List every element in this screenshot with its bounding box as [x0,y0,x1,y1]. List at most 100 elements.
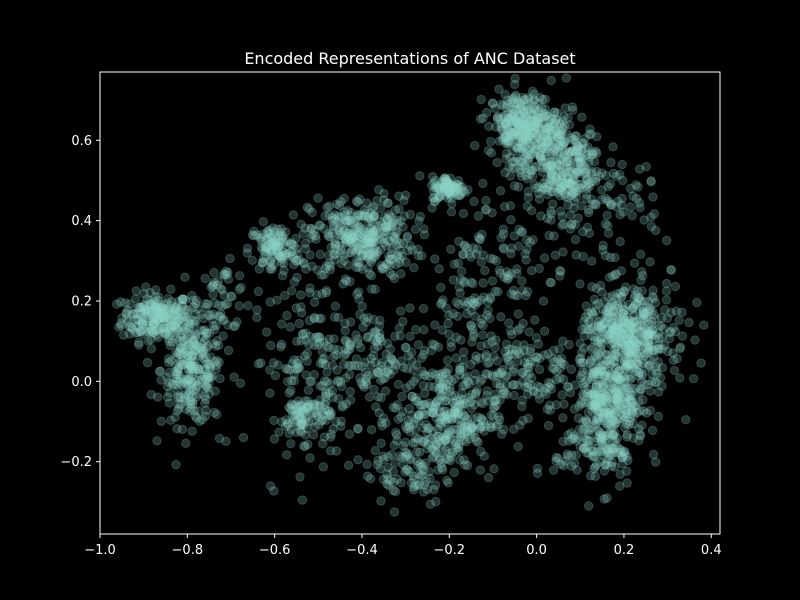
scatter-point [201,380,211,390]
scatter-point [382,259,392,269]
scatter-point [151,310,162,320]
scatter-point [364,269,375,279]
scatter-point [198,353,209,363]
scatter-point [438,411,449,421]
scatter-point [392,251,402,262]
scatter-point [314,412,324,422]
scatter-point [381,241,392,251]
scatter-point [648,449,659,460]
scatter-point [275,228,285,238]
scatter-point [234,301,245,311]
scatter-point [183,317,193,327]
scatter-point [591,381,601,391]
scatter-point [170,412,180,422]
scatter-point [125,321,136,332]
scatter-point [303,399,314,409]
scatter-point [304,315,315,326]
scatter-point [585,358,595,368]
scatter-point [359,382,369,392]
scatter-point [191,317,201,327]
scatter-point [378,374,388,384]
scatter-point [386,354,397,364]
scatter-point [273,251,284,261]
scatter-point [534,364,545,375]
scatter-point [375,464,386,474]
scatter-point [178,336,189,346]
scatter-point [688,374,699,384]
scatter-point [305,331,316,342]
scatter-point [290,364,301,374]
scatter-point [169,310,180,320]
scatter-point [333,345,343,355]
scatter-point [467,337,477,347]
scatter-point [169,327,179,338]
scatter-point [173,307,183,318]
scatter-point [358,322,368,332]
scatter-point [385,268,395,278]
scatter-point [603,330,614,340]
scatter-point [670,281,681,292]
scatter-point [366,224,377,234]
scatter-point [527,86,538,96]
scatter-point [417,251,427,261]
scatter-point [373,221,383,231]
scatter-point [285,322,295,332]
scatter-point [159,313,170,323]
scatter-point [367,233,377,244]
scatter-point [283,376,293,387]
scatter-point [362,252,373,262]
scatter-point [285,239,295,249]
scatter-point [349,232,359,243]
scatter-point [351,237,361,247]
scatter-point [502,95,513,105]
scatter-point [186,399,196,409]
scatter-point [156,308,166,318]
scatter-point [504,318,514,328]
scatter-point [188,335,199,345]
scatter-point [287,406,297,416]
scatter-point [395,238,405,249]
scatter-point [360,231,371,242]
scatter-point [154,307,165,317]
scatter-point [397,251,407,261]
scatter-point [517,368,527,378]
scatter-point [513,309,523,319]
scatter-point [653,387,664,397]
scatter-point [264,229,275,239]
scatter-point [117,313,127,323]
scatter-point [523,123,534,134]
scatter-point [189,335,199,346]
scatter-point [256,236,267,246]
scatter-point [284,402,294,413]
scatter-point [329,249,339,260]
scatter-point [429,193,439,203]
scatter-point [391,235,402,246]
scatter-point [333,393,344,404]
scatter-point [597,389,607,400]
scatter-point [273,241,283,251]
scatter-point [182,345,192,355]
scatter-point [163,304,173,314]
scatter-point [171,460,181,470]
scatter-point [391,403,401,413]
scatter-point [582,222,593,233]
scatter-point [143,306,154,316]
scatter-point [165,341,176,351]
scatter-point [453,311,463,321]
scatter-point [492,378,502,389]
scatter-point [555,206,566,216]
scatter-point [201,405,211,416]
scatter-point [421,476,432,486]
scatter-point [320,211,330,221]
scatter-point [575,279,585,289]
scatter-point [340,234,351,244]
scatter-point [470,140,480,151]
scatter-point [559,399,569,409]
scatter-point [326,408,336,418]
scatter-point [159,311,170,321]
scatter-point [183,305,193,315]
scatter-point [470,369,480,379]
scatter-point [260,246,271,256]
scatter-point [375,315,385,326]
scatter-point [534,263,544,274]
